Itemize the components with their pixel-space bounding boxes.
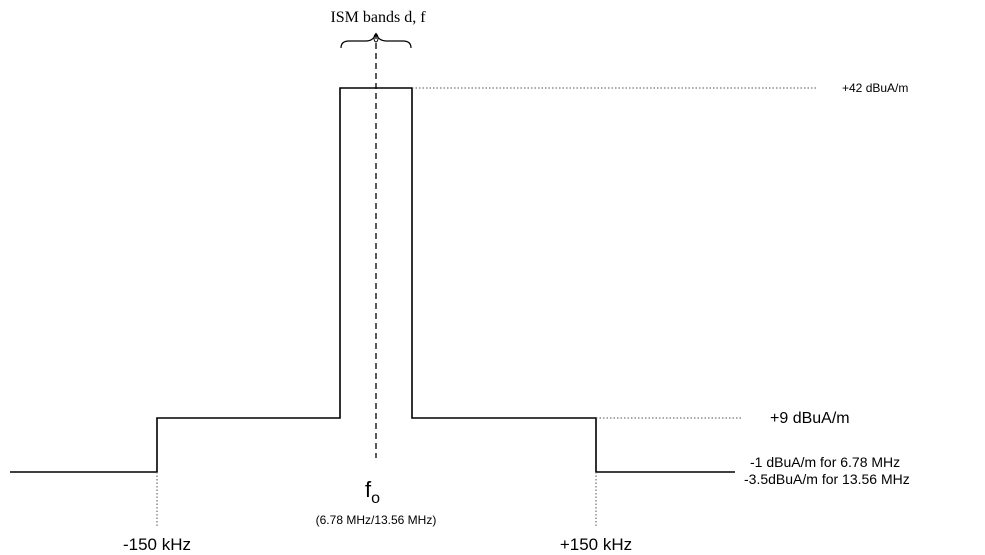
brace-tip-mark <box>373 33 379 43</box>
offset-label-left: -150 kHz <box>123 535 191 554</box>
emission-mask-outline <box>10 87 735 473</box>
level-label-low-6-78: -1 dBuA/m for 6.78 MHz <box>750 454 900 470</box>
offset-label-right: +150 kHz <box>560 535 632 554</box>
level-label-high: +42 dBuA/m <box>842 81 908 95</box>
center-frequency-symbol: fo <box>365 477 380 507</box>
ism-bands-title: ISM bands d, f <box>330 9 426 26</box>
center-frequency-f: f <box>365 477 372 502</box>
center-frequency-values: (6.78 MHz/13.56 MHz) <box>316 513 437 527</box>
level-label-low-13-56: -3.5dBuA/m for 13.56 MHz <box>744 471 910 487</box>
center-frequency-subscript: o <box>371 490 380 507</box>
level-label-mid: +9 dBuA/m <box>770 410 850 427</box>
